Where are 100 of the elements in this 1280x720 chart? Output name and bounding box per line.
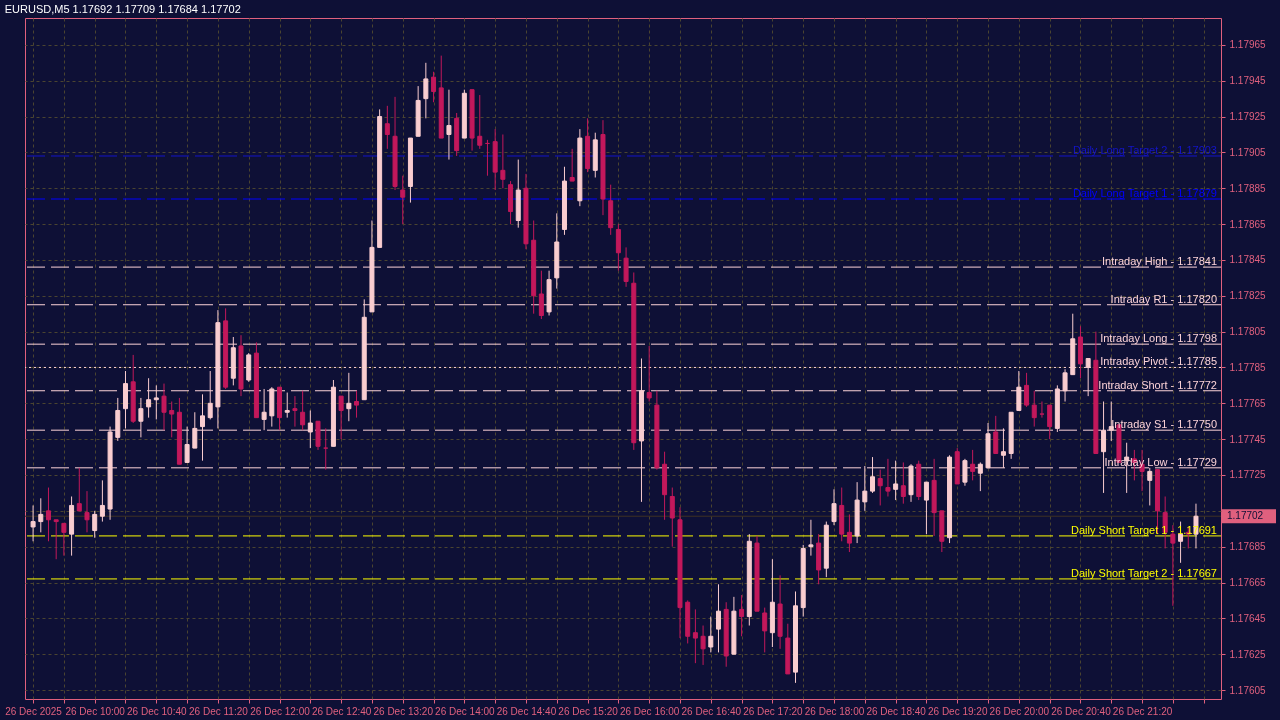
- candlestick: [76, 467, 82, 512]
- x-tick-label: 26 Dec 20:40: [1051, 705, 1112, 717]
- candlestick: [354, 390, 360, 419]
- candlestick: [700, 625, 706, 666]
- y-tick-label: 1.17645: [1229, 612, 1267, 624]
- y-tick-label: 1.17605: [1229, 684, 1267, 696]
- candlestick: [338, 395, 344, 440]
- x-tick-label: 26 Dec 21:20: [1112, 705, 1173, 717]
- candlestick: [669, 487, 675, 548]
- candlestick: [692, 608, 698, 664]
- candlestick: [1162, 495, 1168, 549]
- candlestick: [1039, 401, 1045, 419]
- y-tick-label: 1.17905: [1229, 146, 1267, 158]
- candlestick: [99, 479, 105, 523]
- candlestick: [646, 345, 652, 403]
- candlestick: [45, 487, 51, 542]
- y-tick-label: 1.17625: [1229, 648, 1267, 660]
- candlestick: [862, 465, 868, 512]
- y-tick-label: 1.17845: [1229, 254, 1267, 266]
- x-tick-label: 26 Dec 16:00: [619, 705, 680, 717]
- x-tick-label: 26 Dec 19:20: [927, 705, 988, 717]
- candlestick: [716, 583, 721, 653]
- ref-line-label: Intraday S1 - 1.17750: [1111, 418, 1217, 431]
- candlestick: [400, 175, 406, 225]
- x-tick-label: 26 Dec 13:20: [373, 705, 434, 717]
- x-tick-label: 26 Dec 17:20: [743, 705, 804, 717]
- candlestick: [1024, 372, 1030, 408]
- y-tick-label: 1.17765: [1229, 397, 1267, 409]
- x-tick-label: 26 Dec 20:00: [989, 705, 1050, 717]
- ref-line-label: Intraday Short - 1.17772: [1098, 378, 1217, 391]
- candlestick: [284, 392, 290, 419]
- candlestick: [923, 481, 929, 535]
- candlestick: [831, 488, 837, 526]
- candlestick: [323, 427, 329, 471]
- x-tick-label: 26 Dec 10:00: [65, 705, 126, 717]
- candlestick: [885, 458, 891, 497]
- candlestick: [292, 395, 298, 428]
- candlestick: [1031, 390, 1037, 428]
- candlestick: [1170, 524, 1176, 607]
- ref-line-label: Intraday High - 1.17841: [1102, 255, 1217, 268]
- y-tick-label: 1.17785: [1229, 361, 1267, 373]
- y-tick-label: 1.17865: [1229, 218, 1267, 230]
- x-tick-label: 26 Dec 18:40: [866, 705, 927, 717]
- candlestick: [84, 490, 90, 533]
- ref-line-label: Intraday Pivot - 1.17785: [1100, 355, 1217, 368]
- candlestick: [739, 594, 745, 637]
- candlestick: [1147, 467, 1153, 506]
- candlestick: [384, 105, 390, 150]
- candlestick: [970, 449, 976, 481]
- candlestick: [261, 388, 267, 431]
- candlestick: [846, 513, 852, 553]
- y-tick-label: 1.17665: [1229, 577, 1267, 589]
- x-tick-label: 26 Dec 12:00: [250, 705, 311, 717]
- x-tick-label: 26 Dec 15:20: [558, 705, 619, 717]
- candlestick: [615, 223, 621, 272]
- chart-title: EURUSD,M5 1.17692 1.17709 1.17684 1.17702: [4, 3, 241, 15]
- x-tick-label: 26 Dec 18:00: [804, 705, 865, 717]
- y-tick-label: 1.17725: [1229, 469, 1267, 481]
- candlestick: [446, 89, 452, 161]
- candlestick: [477, 94, 483, 150]
- candlestick: [92, 510, 98, 539]
- y-tick-label: 1.17925: [1229, 111, 1267, 123]
- candlestick: [808, 519, 814, 557]
- ref-line-label: Daily Long Target 1 - 1.17879: [1072, 187, 1217, 199]
- candlestick: [762, 607, 768, 653]
- ref-line-label: Daily Long Target 2 - 1.17903: [1072, 143, 1217, 156]
- candlestick: [53, 519, 59, 560]
- y-tick-label: 1.17685: [1229, 541, 1267, 553]
- candlestick: [169, 401, 175, 438]
- candlestick: [877, 469, 883, 506]
- ref-line-label: Intraday R1 - 1.17820: [1110, 292, 1217, 305]
- candlestick: [431, 71, 437, 103]
- candlestick: [38, 497, 44, 533]
- x-tick-label: 26 Dec 12:40: [311, 705, 372, 717]
- candlestick: [993, 415, 999, 454]
- candlestick: [538, 270, 544, 320]
- ref-line-label: Daily Short Target 2 - 1.17667: [1071, 566, 1217, 579]
- y-tick-label: 1.17965: [1229, 39, 1267, 51]
- candlestick: [623, 246, 629, 288]
- x-tick-label: 26 Dec 16:40: [681, 705, 742, 717]
- candlestick: [161, 383, 167, 431]
- candlestick: [61, 522, 67, 557]
- y-tick-label: 1.17885: [1229, 182, 1267, 194]
- ref-line-label: 1.17702: [1227, 510, 1264, 522]
- candlestick: [569, 148, 575, 182]
- x-tick-label: 26 Dec 2025: [5, 705, 63, 717]
- candlestick: [1047, 404, 1053, 440]
- candlestick: [900, 461, 906, 505]
- y-tick-label: 1.17825: [1229, 290, 1267, 302]
- y-tick-label: 1.17945: [1229, 75, 1267, 87]
- x-tick-label: 26 Dec 14:00: [435, 705, 496, 717]
- x-tick-label: 26 Dec 10:40: [127, 705, 187, 717]
- candlestick: [300, 390, 306, 431]
- candlestick: [708, 616, 714, 653]
- candlestick: [500, 133, 506, 189]
- x-tick-label: 26 Dec 11:20: [189, 705, 249, 717]
- candlestick: [423, 62, 429, 119]
- y-tick-label: 1.17805: [1229, 326, 1267, 338]
- y-tick-label: 1.17745: [1229, 433, 1267, 445]
- candlestick: [30, 504, 36, 542]
